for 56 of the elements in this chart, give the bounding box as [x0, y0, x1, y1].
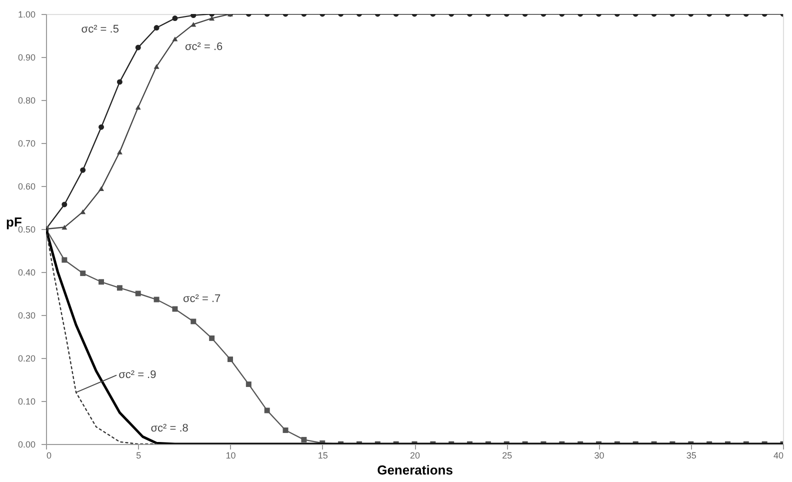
- y-tick-label: 1.00: [18, 10, 36, 20]
- x-axis-title: Generations: [377, 462, 453, 478]
- point: [80, 270, 86, 276]
- point: [172, 16, 178, 22]
- x-tick-label: 25: [502, 450, 512, 460]
- y-tick-label: 0.90: [18, 52, 36, 62]
- x-tick-label: 15: [318, 450, 328, 460]
- annotation: σc² = .5: [81, 24, 119, 36]
- x-tick-label: 0: [46, 450, 52, 460]
- point: [135, 290, 141, 296]
- point: [264, 408, 270, 414]
- annotation: σc² = .9: [118, 369, 156, 382]
- point: [190, 14, 196, 18]
- annotation: σc² = .6: [184, 40, 223, 53]
- y-tick-label: 0.10: [18, 396, 36, 406]
- point: [209, 16, 215, 21]
- point: [80, 167, 86, 173]
- point: [154, 64, 160, 69]
- y-tick-label: 0.80: [18, 96, 36, 106]
- point: [172, 306, 178, 312]
- point: [116, 285, 122, 291]
- point: [246, 381, 252, 387]
- point: [98, 279, 104, 285]
- x-tick-label: 30: [594, 450, 604, 460]
- point: [116, 150, 122, 154]
- y-tick-label: 0.40: [18, 268, 36, 278]
- y-tick-label: 0.20: [18, 354, 36, 364]
- point: [62, 257, 68, 263]
- y-tick-label: 0.00: [18, 440, 36, 450]
- x-tick-label: 10: [226, 450, 236, 460]
- x-tick-label: 40: [773, 450, 784, 460]
- point: [62, 202, 68, 208]
- point: [209, 335, 215, 341]
- x-tick-label: 20: [410, 450, 420, 460]
- x-tick-label: 35: [686, 450, 696, 460]
- y-tick-label: 0.60: [18, 182, 36, 192]
- annotation: σc² = .8: [150, 422, 188, 435]
- point: [190, 22, 196, 27]
- point: [62, 224, 68, 230]
- y-tick-label: 0.30: [18, 310, 36, 320]
- x-tick-label: 5: [136, 450, 142, 460]
- point: [116, 79, 122, 85]
- point: [228, 356, 233, 362]
- point: [98, 186, 104, 191]
- point: [282, 428, 288, 433]
- point: [172, 36, 178, 42]
- y-tick-label: 0.70: [18, 138, 36, 148]
- point: [80, 209, 86, 214]
- point: [301, 436, 307, 442]
- point: [135, 44, 141, 50]
- point: [154, 296, 160, 302]
- point: [98, 124, 104, 130]
- point: [190, 318, 196, 324]
- annotation: σc² = .7: [182, 292, 221, 305]
- point: [154, 25, 160, 30]
- point: [135, 104, 141, 110]
